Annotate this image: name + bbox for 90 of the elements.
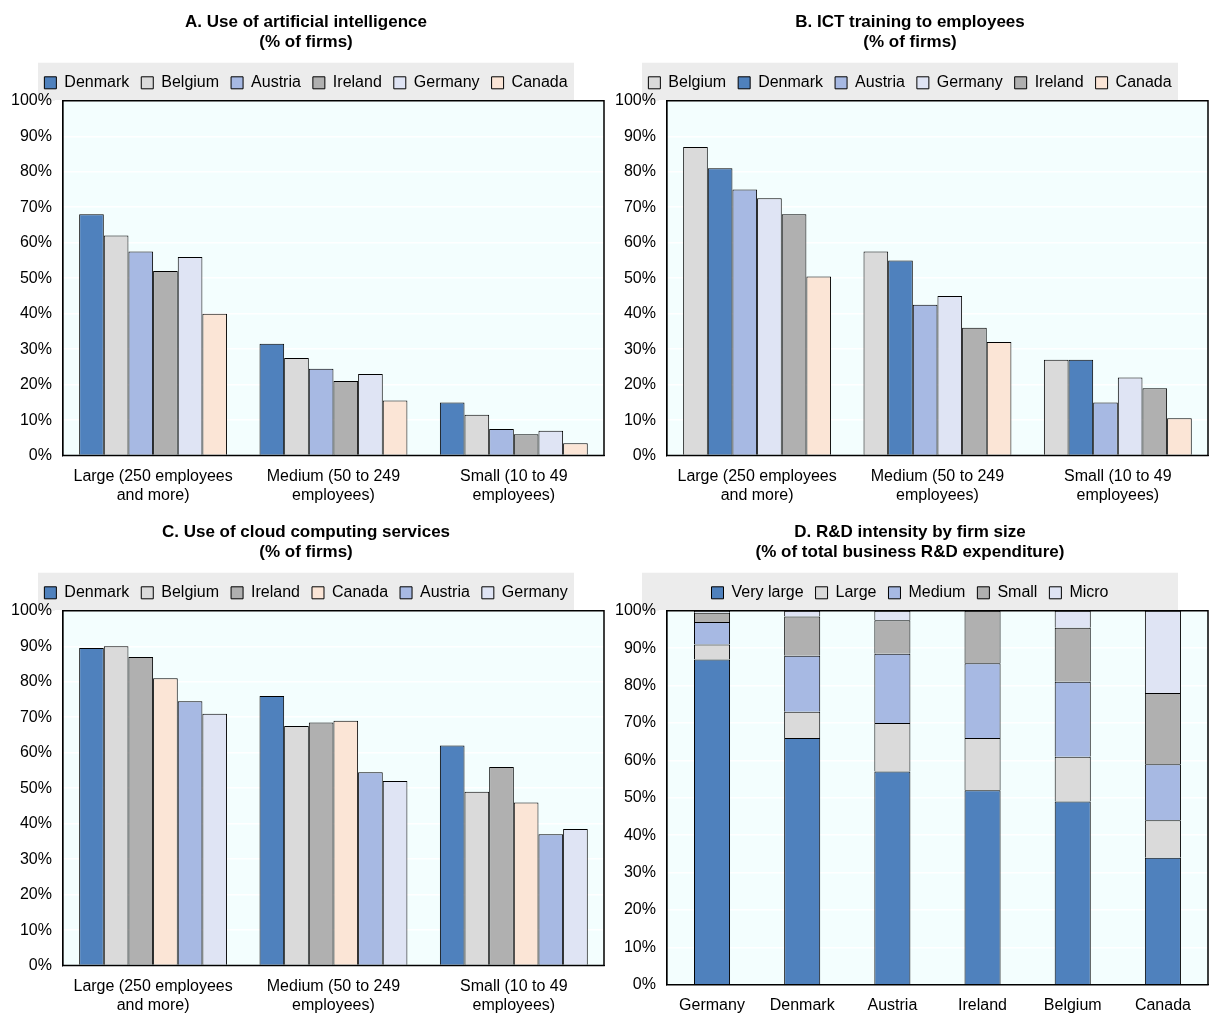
x-tick-label: Large (250 employees and more) <box>73 976 233 1013</box>
y-tick-label: 100% <box>11 91 52 109</box>
chart-subtitle: (% of total business R&D expenditure) <box>755 542 1065 562</box>
legend-label: Denmark <box>64 583 131 601</box>
legend-label: Ireland <box>1034 73 1084 91</box>
legend-label: Very large <box>731 583 804 601</box>
chart-title: B. ICT training to employees <box>795 11 1025 31</box>
x-tick-label: Medium (50 to 249 employees) <box>266 466 401 503</box>
y-tick-label: 40% <box>19 814 52 832</box>
y-tick-label: 10% <box>19 920 52 938</box>
legend-label: Canada <box>332 583 389 601</box>
y-tick-label: 10% <box>623 937 656 955</box>
legend-label: Germany <box>413 73 480 91</box>
y-tick-label: 50% <box>623 268 656 286</box>
y-tick-label: 70% <box>19 707 52 725</box>
x-tick-label: Small (10 to 49 employees) <box>460 976 568 1013</box>
x-tick-label: Germany <box>679 995 745 1013</box>
y-tick-label: 20% <box>19 885 52 903</box>
legend-label: Denmark <box>758 73 825 91</box>
y-tick-label: 90% <box>623 638 656 656</box>
x-tick-label: Ireland <box>958 995 1008 1013</box>
legend-label: Belgium <box>668 73 727 91</box>
legend-label: Canada <box>511 73 568 91</box>
legend-label: Germany <box>501 583 568 601</box>
chart-subtitle: (% of firms) <box>259 542 353 562</box>
y-tick-label: 40% <box>623 304 656 322</box>
y-tick-label: 10% <box>623 410 656 428</box>
y-tick-label: 100% <box>615 91 656 109</box>
legend-label: Small <box>997 583 1038 601</box>
y-tick-label: 100% <box>615 601 656 619</box>
x-tick-label: Belgium <box>1043 995 1102 1013</box>
y-tick-label: 70% <box>19 197 52 215</box>
y-tick-label: 0% <box>28 956 52 974</box>
x-tick-label: Denmark <box>769 995 836 1013</box>
x-tick-label: Canada <box>1134 995 1192 1013</box>
y-tick-label: 60% <box>623 750 656 768</box>
y-tick-label: 80% <box>19 672 52 690</box>
y-tick-label: 90% <box>623 126 656 144</box>
y-tick-label: 20% <box>623 900 656 918</box>
x-tick-label: Large (250 employees and more) <box>73 466 233 503</box>
legend-label: Germany <box>936 73 1003 91</box>
chart-title: C. Use of cloud computing services <box>161 521 451 541</box>
chart-title: A. Use of artificial intelligence <box>185 11 427 31</box>
y-tick-label: 40% <box>19 304 52 322</box>
y-tick-label: 30% <box>623 863 656 881</box>
legend-label: Denmark <box>64 73 131 91</box>
y-tick-label: 90% <box>19 126 52 144</box>
x-tick-label: Austria <box>867 995 918 1013</box>
y-tick-label: 0% <box>632 975 656 993</box>
legend-label: Ireland <box>251 583 300 601</box>
x-tick-label: Small (10 to 49 employees) <box>1064 466 1172 503</box>
y-tick-label: 0% <box>632 446 656 464</box>
y-tick-label: 80% <box>623 162 656 180</box>
y-tick-label: 60% <box>19 743 52 761</box>
legend-label: Large <box>835 583 877 601</box>
y-tick-label: 10% <box>19 410 52 428</box>
y-tick-label: 70% <box>623 197 656 215</box>
y-tick-label: 80% <box>19 162 52 180</box>
y-tick-label: 90% <box>19 636 52 654</box>
y-tick-label: 20% <box>19 375 52 393</box>
y-tick-label: 100% <box>11 601 52 619</box>
legend-label: Belgium <box>161 73 220 91</box>
legend-label: Medium <box>908 583 966 601</box>
x-tick-label: Large (250 employees and more) <box>677 466 837 503</box>
legend-label: Austria <box>251 73 301 91</box>
y-tick-label: 30% <box>623 339 656 357</box>
legend-label: Ireland <box>332 73 382 91</box>
chart-subtitle: (% of firms) <box>863 32 957 52</box>
y-tick-label: 60% <box>19 233 52 251</box>
y-tick-label: 30% <box>19 849 52 867</box>
legend-label: Austria <box>420 583 470 601</box>
y-tick-label: 50% <box>19 778 52 796</box>
x-tick-label: Medium (50 to 249 employees) <box>870 466 1005 503</box>
y-tick-label: 80% <box>623 676 656 694</box>
y-tick-label: 20% <box>623 375 656 393</box>
chart-subtitle: (% of firms) <box>259 32 353 52</box>
y-tick-label: 30% <box>19 339 52 357</box>
x-tick-label: Small (10 to 49 employees) <box>460 466 568 503</box>
y-tick-label: 50% <box>19 268 52 286</box>
legend-label: Austria <box>855 73 905 91</box>
y-tick-label: 50% <box>623 788 656 806</box>
y-tick-label: 0% <box>28 446 52 464</box>
legend-label: Micro <box>1069 583 1109 601</box>
legend-label: Canada <box>1115 73 1172 91</box>
x-tick-label: Medium (50 to 249 employees) <box>266 976 401 1013</box>
legend-label: Belgium <box>161 583 220 601</box>
chart-title: D. R&D intensity by firm size <box>794 521 1026 541</box>
y-tick-label: 60% <box>623 233 656 251</box>
y-tick-label: 40% <box>623 825 656 843</box>
y-tick-label: 70% <box>623 713 656 731</box>
